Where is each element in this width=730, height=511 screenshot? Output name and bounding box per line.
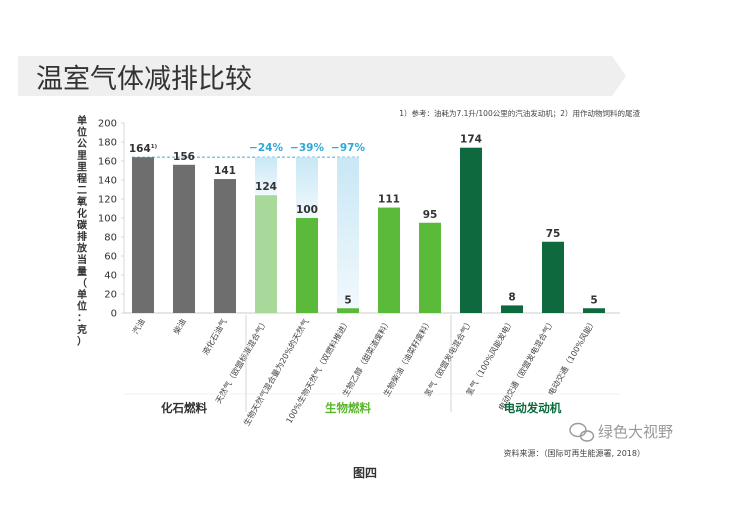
- figure-caption: 图四: [352, 466, 377, 480]
- data-label: 100: [296, 204, 318, 216]
- x-tick-label: 液化石油气: [200, 317, 229, 357]
- y-tick-label: 160: [98, 157, 117, 168]
- x-tick-label: 生物柴油（油菜籽废料）: [381, 317, 434, 398]
- group-label: 生物燃料: [325, 401, 371, 415]
- bar: [214, 179, 236, 313]
- data-label: 124: [255, 181, 277, 193]
- reduction-label: −39%: [290, 142, 324, 154]
- bar: [501, 305, 523, 313]
- reduction-label: −24%: [249, 142, 283, 154]
- y-tick-label: 200: [98, 119, 117, 130]
- wechat-icon: [569, 422, 595, 442]
- bar: [419, 222, 441, 313]
- reduction-band: [337, 157, 359, 309]
- bar: [583, 308, 605, 313]
- bar: [296, 218, 318, 313]
- y-tick-label: 100: [98, 214, 117, 225]
- group-label: 电动发动机: [504, 401, 562, 415]
- reduction-band: [296, 157, 318, 218]
- reduction-label: −97%: [331, 142, 365, 154]
- x-tick-label: 柴油: [171, 317, 188, 336]
- data-label: 75: [546, 228, 561, 240]
- watermark-text: 绿色大视野: [598, 423, 673, 441]
- value-labels: 1641) 156 141 124 100 5 111 95 174 8 75 5: [129, 134, 598, 307]
- reduction-labels: −24% −39% −97%: [249, 142, 365, 154]
- source-note: 资料来源：（国际可再生能源署, 2018）: [504, 448, 645, 458]
- y-tick-label: 180: [98, 138, 117, 149]
- data-label: 156: [173, 151, 195, 163]
- bar: [542, 241, 564, 313]
- y-tick-label: 0: [111, 309, 117, 320]
- data-label: 111: [378, 194, 400, 206]
- chart-title: 温室气体减排比较: [36, 64, 252, 95]
- y-tick-label: 20: [104, 290, 117, 301]
- data-label: 1641): [129, 143, 158, 155]
- bar: [378, 207, 400, 313]
- title-banner: 温室气体减排比较: [18, 56, 626, 96]
- y-tick-label: 40: [104, 271, 117, 282]
- x-tick-label: 汽油: [130, 317, 147, 336]
- bar: [337, 308, 359, 313]
- y-tick-label: 120: [98, 195, 117, 206]
- y-axis: 0 20 40 60 80 100 120 140 160 180 200: [98, 119, 620, 320]
- watermark: 绿色大视野: [569, 422, 673, 442]
- bar: [460, 147, 482, 313]
- bar: [132, 157, 154, 313]
- data-label: 5: [590, 294, 597, 306]
- y-axis-label: 单位公里里程二氧化碳排放当量（单位：克）: [76, 114, 88, 347]
- data-label: 8: [508, 291, 515, 303]
- x-tick-label: 氢气（100%风能发电）: [464, 317, 516, 397]
- data-label: 95: [423, 209, 438, 221]
- y-tick-label: 60: [104, 252, 117, 263]
- bar: [255, 195, 277, 313]
- x-tick-label: 生物乙醇（甜菜渣废料）: [340, 317, 393, 398]
- y-tick-label: 80: [104, 233, 117, 244]
- y-tick-label: 140: [98, 176, 117, 187]
- data-label: 174: [460, 134, 482, 146]
- reduction-band: [255, 157, 277, 196]
- x-tick-label: 电动交通（100%风能）: [546, 317, 598, 397]
- group-labels: 化石燃料 生物燃料 电动发动机: [124, 315, 620, 415]
- footnote: 1）参考：油耗为7.1升/100公里的汽油发动机；2）用作动物饲料的尾渣: [399, 108, 640, 118]
- bar: [173, 164, 195, 313]
- x-tick-label: 氢气（欧盟发电混合气）: [422, 317, 475, 398]
- data-label: 5: [344, 294, 351, 306]
- group-label: 化石燃料: [161, 401, 207, 415]
- data-label: 141: [214, 165, 236, 177]
- bars: [132, 147, 605, 313]
